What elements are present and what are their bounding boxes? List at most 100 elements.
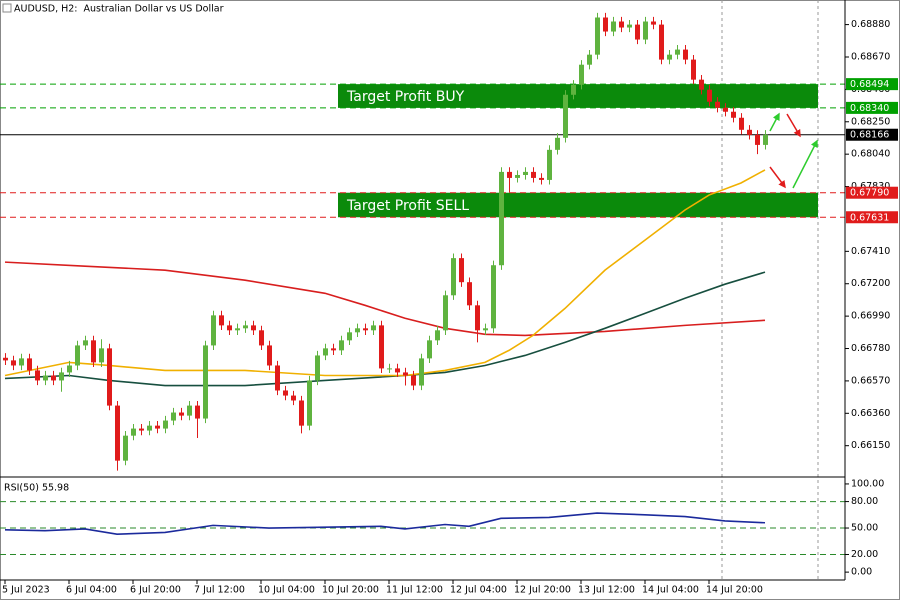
target-zone	[338, 192, 818, 218]
candle-body	[139, 428, 144, 431]
candle-body	[27, 358, 32, 371]
candle-body	[267, 345, 272, 366]
y-tick-label: 80.00	[851, 496, 878, 507]
x-tick-label: 6 Jul 04:00	[66, 585, 117, 596]
candle-body	[235, 328, 240, 331]
candle-body	[539, 177, 544, 180]
candle-body	[75, 345, 80, 366]
candle-body	[635, 24, 640, 40]
candle-body	[43, 375, 48, 381]
candle-body	[515, 174, 520, 178]
indicator-line	[4, 169, 766, 377]
candle-body	[3, 357, 8, 361]
candle-body	[427, 340, 432, 359]
candle-body	[587, 54, 592, 65]
candle-body	[491, 265, 496, 329]
candle-body	[187, 405, 192, 416]
candle-body	[659, 24, 664, 60]
candle-body	[547, 149, 552, 180]
candle-body	[643, 21, 648, 40]
candle-body	[291, 395, 296, 401]
candle-body	[99, 348, 104, 363]
candle-body	[691, 59, 696, 80]
zone-label: Target Profit SELL	[346, 198, 469, 214]
price-label: 0.68340	[850, 103, 889, 114]
candle-body	[619, 21, 624, 28]
x-tick-label: 6 Jul 20:00	[130, 585, 181, 596]
candle-body	[259, 330, 264, 346]
candle-body	[35, 370, 40, 381]
candle-body	[147, 425, 152, 431]
candle-body	[339, 340, 344, 351]
candle-body	[731, 111, 736, 118]
candle-body	[739, 117, 744, 130]
candle-body	[675, 49, 680, 55]
candle-body	[523, 171, 528, 175]
candle-body	[315, 355, 320, 381]
price-label-box	[846, 78, 898, 91]
arrows	[769, 112, 818, 189]
price-label: 0.67631	[850, 212, 889, 223]
zone-label: Target Profit BUY	[346, 89, 465, 105]
candle-body	[275, 365, 280, 391]
candle-body	[363, 328, 368, 331]
candle-body	[67, 365, 72, 373]
candle-body	[699, 79, 704, 90]
y-tick-label: 0.67200	[851, 278, 890, 289]
price-label: 0.67790	[850, 188, 889, 199]
data-layer: Target Profit BUY Target Profit SELL 0.688…	[0, 4, 898, 596]
candle-body	[11, 360, 16, 366]
y-tick-label: 0.67830	[851, 181, 890, 192]
candle-body	[331, 348, 336, 351]
y-tick-label: 0.66780	[851, 343, 890, 354]
candle-body	[683, 49, 688, 60]
candle-body	[395, 368, 400, 373]
x-tick-label: 11 Jul 12:00	[386, 585, 443, 596]
x-tick-label: 13 Jul 12:00	[578, 585, 635, 596]
candle-body	[467, 282, 472, 306]
indicator-line	[4, 512, 766, 536]
candle-body	[203, 345, 208, 419]
y-tick-label: 0.68250	[851, 116, 890, 127]
candle-body	[755, 134, 760, 145]
price-label: 0.68166	[850, 130, 889, 141]
indicator-line	[4, 261, 766, 337]
candle-body	[715, 101, 720, 108]
candle-body	[435, 330, 440, 341]
x-tick-label: 10 Jul 04:00	[258, 585, 315, 596]
y-tick-label: 0.66360	[851, 408, 890, 419]
candle-body	[91, 340, 96, 363]
candle-body	[475, 305, 480, 331]
candle-body	[555, 137, 560, 150]
arrow	[792, 139, 818, 189]
candle-body	[411, 375, 416, 386]
candle-body	[211, 315, 216, 346]
candle-body	[747, 129, 752, 135]
price-label-box	[846, 211, 898, 224]
candle-body	[243, 325, 248, 329]
candle-body	[51, 375, 56, 381]
candle-body	[667, 54, 672, 60]
candle-body	[443, 295, 448, 331]
symbol-icon	[2, 3, 12, 13]
y-tick-label: 0.67410	[851, 246, 890, 257]
candle-body	[483, 328, 488, 331]
candle-body	[603, 17, 608, 32]
candle-body	[307, 380, 312, 426]
candle-body	[179, 412, 184, 416]
x-tick-label: 12 Jul 20:00	[514, 585, 571, 596]
candle-body	[403, 372, 408, 376]
candle-body	[571, 84, 576, 95]
candle-body	[19, 358, 24, 366]
y-tick-label: 100.00	[851, 478, 884, 489]
candle-body	[299, 400, 304, 426]
candle-body	[379, 325, 384, 369]
y-tick-label: 0.68670	[851, 51, 890, 62]
candle-body	[627, 24, 632, 28]
candle-body	[323, 348, 328, 356]
price-label: 0.68494	[850, 79, 889, 90]
candle-body	[219, 315, 224, 326]
y-tick-label: 0.68880	[851, 19, 890, 30]
